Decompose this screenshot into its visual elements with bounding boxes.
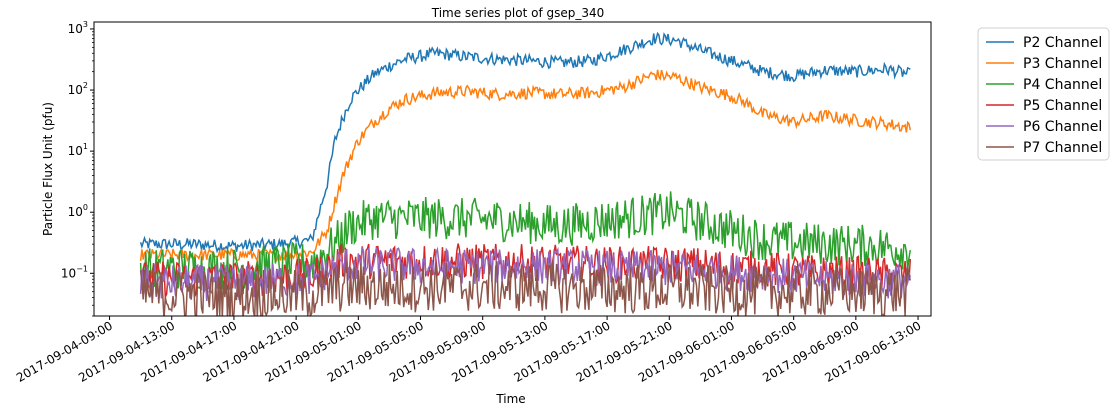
- series-line-p2-channel: [139, 31, 911, 255]
- legend-frame: [977, 27, 1110, 161]
- legend-entry: P5 Channel: [986, 98, 1102, 114]
- series-line-p4-channel: [139, 191, 912, 290]
- y-tick: 100: [68, 203, 94, 219]
- y-tick-label: 101: [68, 142, 88, 158]
- y-tick-label: 102: [68, 81, 88, 97]
- y-tick-label: 10−1: [61, 264, 88, 280]
- series-line-p7-channel: [139, 261, 912, 316]
- legend-entry: P3 Channel: [986, 56, 1102, 72]
- legend-label: P4 Channel: [1023, 77, 1102, 93]
- legend-label: P2 Channel: [1023, 35, 1102, 51]
- y-tick-label: 100: [68, 203, 88, 219]
- y-tick: 103: [68, 20, 94, 36]
- legend-label: P3 Channel: [1023, 56, 1102, 72]
- series-layer: [139, 31, 912, 316]
- y-axis: 10−1 100 101 102 103: [61, 20, 94, 317]
- plot-frame: [93, 21, 932, 317]
- y-tick: 102: [68, 81, 94, 97]
- legend-entry: P6 Channel: [986, 119, 1102, 135]
- y-tick-label: 103: [68, 20, 88, 36]
- legend-entry: P7 Channel: [986, 140, 1102, 156]
- legend-label: P5 Channel: [1023, 98, 1102, 114]
- y-tick: 101: [68, 142, 94, 158]
- y-axis-label: Particle Flux Unit (pfu): [41, 102, 55, 236]
- x-tick: 2017-09-06-13:00: [822, 316, 924, 385]
- legend: P2 Channel P3 Channel P4 Channel P5 Channel…: [977, 27, 1110, 161]
- chart-title: Time series plot of gsep_340: [431, 6, 605, 20]
- legend-entry: P2 Channel: [986, 35, 1102, 51]
- legend-entry: P4 Channel: [986, 77, 1102, 93]
- x-axis: 2017-09-04-09:002017-09-04-13:002017-09-…: [14, 316, 924, 385]
- y-tick: 10−1: [61, 264, 94, 280]
- legend-label: P6 Channel: [1023, 119, 1102, 135]
- legend-label: P7 Channel: [1023, 140, 1102, 156]
- x-axis-label: Time: [495, 392, 525, 406]
- series-line-p3-channel: [139, 69, 912, 264]
